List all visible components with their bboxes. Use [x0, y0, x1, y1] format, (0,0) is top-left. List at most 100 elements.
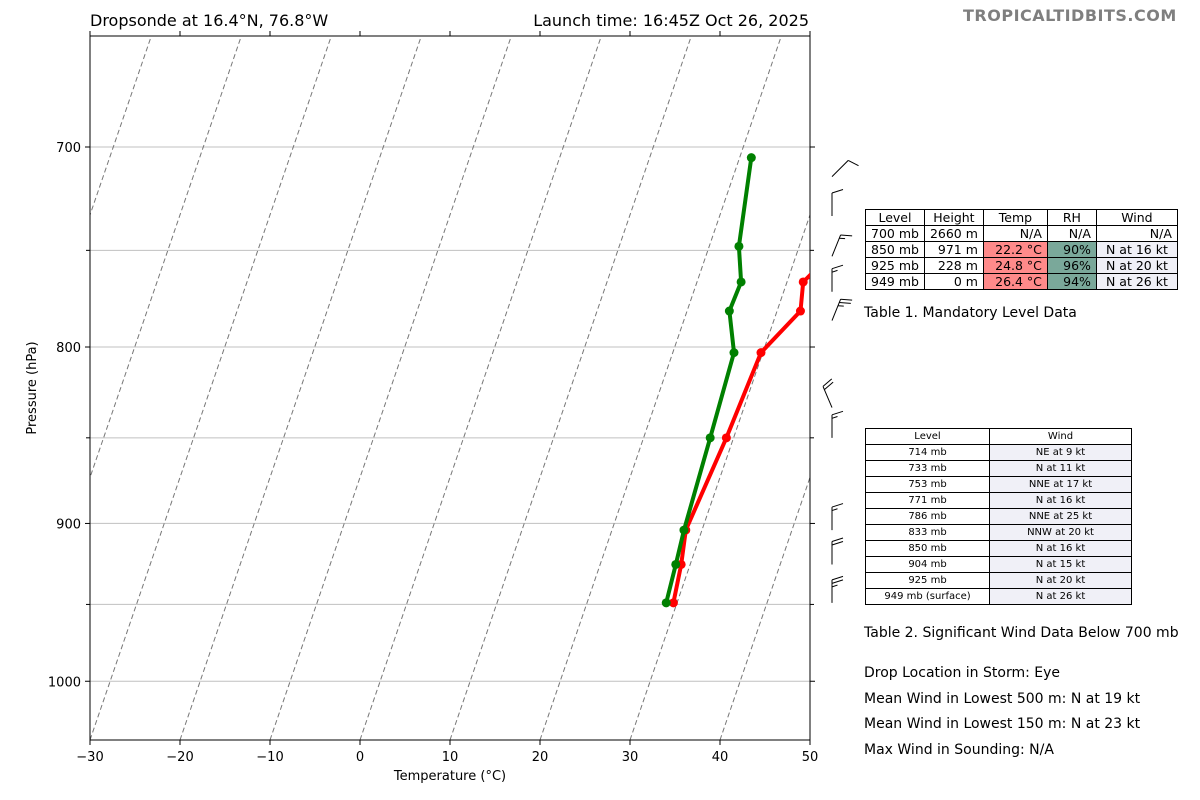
temp-cell: N/A: [982, 225, 1048, 242]
wind-cell: N at 16 kt: [989, 492, 1132, 509]
wind-cell: NNW at 20 kt: [989, 524, 1132, 541]
table1-header-row: Level Height Temp RH Wind: [865, 209, 1178, 226]
rh-cell: 90%: [1046, 241, 1097, 258]
y-tick-label: 700: [56, 141, 81, 156]
x-tick-label: −20: [166, 750, 193, 765]
table2-row: 733 mb N at 11 kt: [865, 460, 1132, 477]
level-cell: 700 mb: [865, 225, 925, 242]
mean-wind-500-text: Mean Wind in Lowest 500 m: N at 19 kt: [864, 691, 1141, 707]
wind-barb-flag: [824, 381, 834, 390]
wind-cell: N at 26 kt: [1095, 273, 1178, 290]
table1-row: 700 mb 2660 m N/A N/A N/A: [865, 225, 1178, 242]
temp-cell: 24.8 °C: [982, 257, 1048, 274]
table2-row: 833 mb NNW at 20 kt: [865, 524, 1132, 541]
level-cell: 771 mb: [865, 492, 990, 509]
height-cell: 971 m: [923, 241, 984, 258]
significant-wind-table: Level Wind 714 mb NE at 9 kt 733 mb N at 1…: [865, 428, 1132, 605]
x-axis-label: Temperature (°C): [393, 769, 506, 784]
max-wind-text: Max Wind in Sounding: N/A: [864, 742, 1054, 758]
table2-row: 771 mb N at 16 kt: [865, 492, 1132, 509]
wind-barb-staff: [831, 234, 842, 257]
x-tick-label: 30: [622, 750, 639, 765]
temperature-point: [668, 598, 678, 608]
x-tick-label: −10: [256, 750, 283, 765]
level-cell: 714 mb: [865, 444, 990, 461]
wind-cell: N at 11 kt: [989, 460, 1132, 477]
wind-cell: N/A: [1095, 225, 1178, 242]
level-cell: 904 mb: [865, 556, 990, 573]
isotherm-line: [359, 36, 602, 740]
height-cell: 2660 m: [923, 225, 984, 242]
isotherm-line: [179, 36, 422, 740]
wind-barb: [831, 234, 853, 257]
wind-cell: N at 20 kt: [1095, 257, 1178, 274]
temp-cell: 26.4 °C: [982, 273, 1048, 290]
isotherm-line: [719, 475, 810, 740]
table1-row: 850 mb 971 m 22.2 °C 90% N at 16 kt: [865, 241, 1178, 258]
x-tick-label: 20: [532, 750, 549, 765]
wind-barb: [831, 264, 844, 292]
wind-barb-flag: [822, 378, 833, 387]
wind-barb-flag: [831, 503, 844, 508]
wind-barb-flag: [831, 537, 844, 542]
table2-caption: Table 2. Significant Wind Data Below 700…: [864, 625, 1179, 641]
table2-row: 753 mb NNE at 17 kt: [865, 476, 1132, 493]
table1-header-level: Level: [865, 209, 925, 226]
table2-row: 949 mb (surface) N at 26 kt: [865, 588, 1132, 605]
height-cell: 228 m: [923, 257, 984, 274]
table2-row: 786 mb NNE at 25 kt: [865, 508, 1132, 525]
axis-ticks: −30 −20 −10 0 10 20 30 40 50 700 800 900 1000: [48, 31, 818, 765]
wind-barb-flag: [831, 575, 844, 581]
table2-header-row: Level Wind: [865, 428, 1132, 445]
table1-header-height: Height: [923, 209, 984, 226]
temperature-point: [798, 277, 808, 287]
x-tick-label: 10: [442, 750, 459, 765]
table2-row: 904 mb N at 15 kt: [865, 556, 1132, 573]
temperature-point: [756, 348, 766, 358]
x-tick-label: 40: [712, 750, 729, 765]
dewpoint-point: [705, 433, 715, 443]
table1-row: 949 mb 0 m 26.4 °C 94% N at 26 kt: [865, 273, 1178, 290]
wind-barb-flag: [831, 264, 844, 270]
pressure-gridlines: [90, 146, 810, 682]
temperature-point: [864, 153, 873, 162]
rh-cell: 96%: [1046, 257, 1097, 274]
wind-barb-flag: [831, 541, 844, 546]
isotherm-line: [539, 36, 782, 740]
y-axis-label: Pressure (hPa): [25, 341, 40, 434]
wind-barb-flag: [831, 189, 844, 194]
dewpoint-point: [671, 559, 681, 569]
chart-title-launch-time: Launch time: 16:45Z Oct 26, 2025: [533, 11, 809, 30]
temperature-line: [671, 272, 810, 604]
table1-caption: Table 1. Mandatory Level Data: [864, 305, 1077, 321]
sounding-series: [661, 153, 873, 608]
wind-barb-staff: [831, 299, 842, 321]
wind-barbs: [822, 159, 859, 603]
dewpoint-point: [734, 241, 744, 251]
table1-header-temp: Temp: [982, 209, 1048, 226]
level-cell: 833 mb: [865, 524, 990, 541]
isotherm-line: [629, 213, 810, 740]
wind-barb-flag: [839, 301, 851, 304]
y-tick-label: 900: [56, 517, 81, 532]
x-tick-label: 0: [356, 750, 364, 765]
level-cell: 949 mb: [865, 273, 925, 290]
wind-cell: NE at 9 kt: [989, 444, 1132, 461]
level-cell: 925 mb: [865, 257, 925, 274]
level-cell: 850 mb: [865, 540, 990, 557]
wind-barb-staff: [831, 160, 849, 178]
wind-barb-flag: [840, 298, 853, 301]
temperature-point: [795, 306, 805, 316]
level-cell: 949 mb (surface): [865, 588, 990, 605]
isotherm-line: [90, 36, 152, 217]
table1-header-wind: Wind: [1095, 209, 1178, 226]
wind-barb-flag: [840, 234, 853, 237]
wind-barb-half-flag: [831, 269, 838, 273]
dewpoint-point: [746, 153, 756, 163]
temperature-point: [721, 433, 731, 443]
mean-wind-150-text: Mean Wind in Lowest 150 m: N at 23 kt: [864, 716, 1141, 732]
y-tick-label: 800: [56, 341, 81, 356]
wind-barb: [831, 537, 844, 565]
level-cell: 850 mb: [865, 241, 925, 258]
